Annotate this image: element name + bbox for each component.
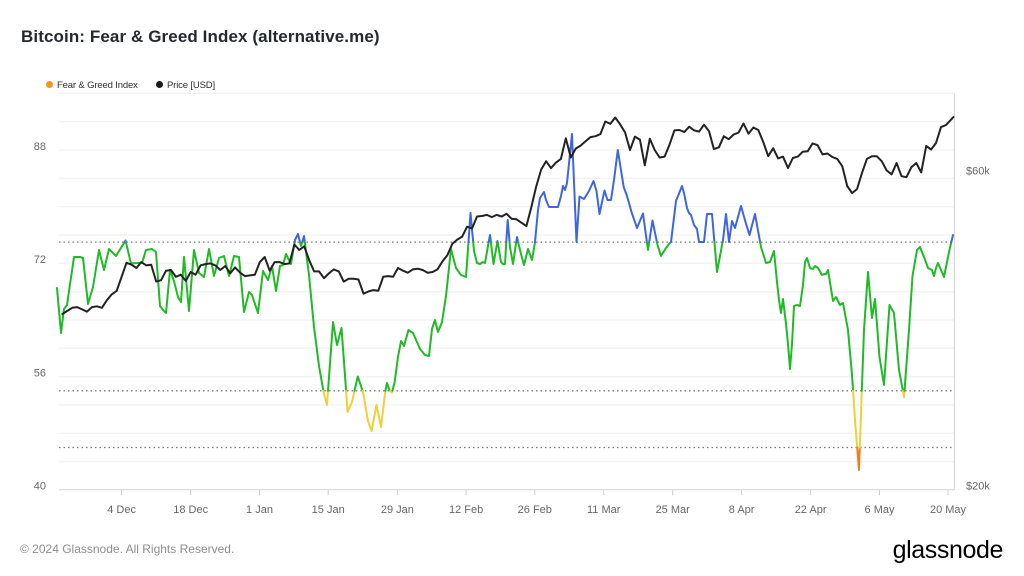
svg-text:56: 56 [34,367,46,379]
svg-text:$60k: $60k [966,165,990,177]
svg-text:8 Apr: 8 Apr [729,504,755,516]
svg-text:25 Mar: 25 Mar [656,504,691,516]
svg-text:4 Dec: 4 Dec [107,504,136,516]
svg-text:11 Mar: 11 Mar [587,504,621,516]
svg-text:18 Dec: 18 Dec [173,504,208,516]
svg-text:6 May: 6 May [865,504,895,516]
svg-text:15 Jan: 15 Jan [312,504,345,516]
svg-text:20 May: 20 May [930,504,967,516]
svg-text:40: 40 [34,481,46,493]
svg-text:88: 88 [34,141,46,153]
svg-text:1 Jan: 1 Jan [246,504,273,516]
svg-text:22 Apr: 22 Apr [795,504,827,516]
svg-text:72: 72 [34,254,46,266]
svg-text:26 Feb: 26 Feb [518,504,552,516]
svg-text:$20k: $20k [966,481,990,493]
svg-text:29 Jan: 29 Jan [381,504,414,516]
svg-text:12 Feb: 12 Feb [449,504,483,516]
